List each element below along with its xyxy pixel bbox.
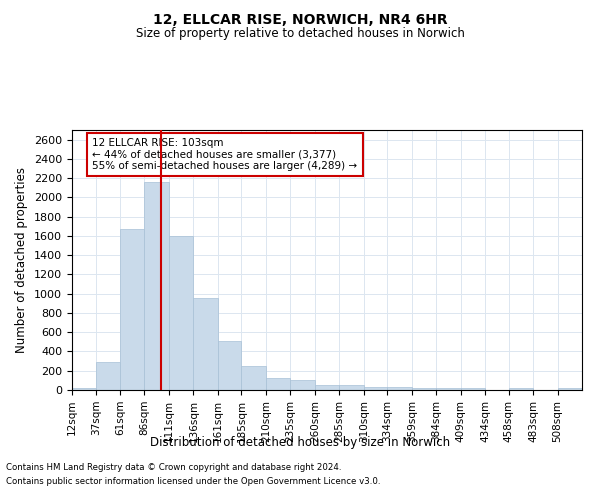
Bar xyxy=(241,366,266,390)
Bar xyxy=(145,182,169,390)
Text: Distribution of detached houses by size in Norwich: Distribution of detached houses by size … xyxy=(150,436,450,449)
Bar xyxy=(364,386,387,390)
Text: Contains public sector information licensed under the Open Government Licence v3: Contains public sector information licen… xyxy=(6,477,380,486)
Text: Contains HM Land Registry data © Crown copyright and database right 2024.: Contains HM Land Registry data © Crown c… xyxy=(6,464,341,472)
Bar xyxy=(412,388,436,390)
Bar xyxy=(266,378,290,390)
Bar xyxy=(193,298,218,390)
Bar xyxy=(120,229,145,390)
Bar xyxy=(72,388,97,390)
Bar xyxy=(315,386,339,390)
Bar xyxy=(169,236,193,390)
Bar xyxy=(509,388,533,390)
Bar xyxy=(218,342,241,390)
Text: 12 ELLCAR RISE: 103sqm
← 44% of detached houses are smaller (3,377)
55% of semi-: 12 ELLCAR RISE: 103sqm ← 44% of detached… xyxy=(92,138,358,171)
Bar xyxy=(339,386,364,390)
Text: Size of property relative to detached houses in Norwich: Size of property relative to detached ho… xyxy=(136,28,464,40)
Bar xyxy=(436,388,461,390)
Text: 12, ELLCAR RISE, NORWICH, NR4 6HR: 12, ELLCAR RISE, NORWICH, NR4 6HR xyxy=(152,12,448,26)
Bar xyxy=(461,388,485,390)
Bar xyxy=(290,380,315,390)
Bar xyxy=(387,387,412,390)
Bar xyxy=(557,388,582,390)
Y-axis label: Number of detached properties: Number of detached properties xyxy=(16,167,28,353)
Bar xyxy=(97,362,120,390)
